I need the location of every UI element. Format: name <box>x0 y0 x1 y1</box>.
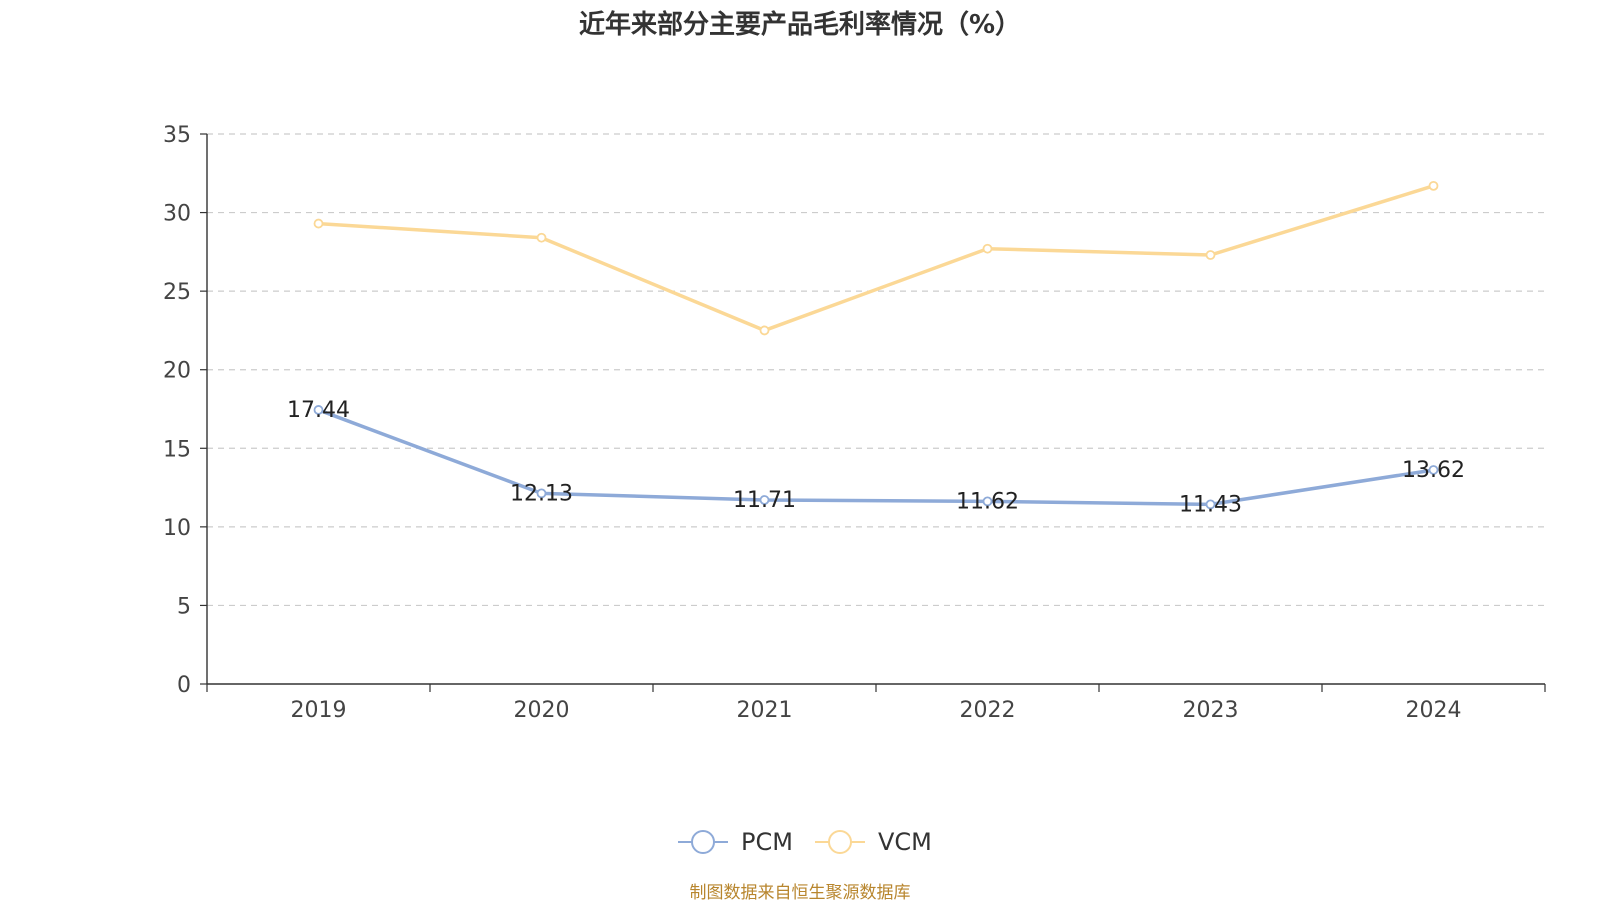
data-point-vcm <box>759 325 770 336</box>
axes: 0 5 10 15 20 25 30 35 2019 2020 2021 2022 2023 2024 <box>163 123 1546 723</box>
series-line-vcm <box>316 184 1436 333</box>
data-point-vcm <box>536 232 547 243</box>
data-point-vcm <box>313 218 324 229</box>
data-point-pcm <box>1428 465 1439 475</box>
legend-label-vcm: VCM <box>878 828 932 856</box>
series-line-pcm <box>316 408 1436 507</box>
legend-item-pcm[interactable]: PCM <box>678 828 793 856</box>
data-labels: 17.44 12.13 11.71 11.62 11.43 13.62 <box>287 398 1465 517</box>
y-tick-label: 30 <box>163 202 191 227</box>
x-tick-label: 2024 <box>1406 698 1462 723</box>
data-label-pcm: 17.44 <box>287 398 350 423</box>
data-point-pcm <box>982 496 993 507</box>
data-label-pcm: 13.62 <box>1402 458 1465 483</box>
data-label-pcm: 11.62 <box>956 489 1019 514</box>
grid-lines <box>207 133 1545 607</box>
legend-marker-vcm <box>828 830 852 854</box>
x-tick-label: 2020 <box>514 698 570 723</box>
legend-label-pcm: PCM <box>741 828 793 856</box>
x-tick-label: 2022 <box>960 698 1016 723</box>
legend[interactable]: PCM VCM <box>678 828 932 856</box>
data-point-vcm <box>1205 250 1216 260</box>
data-point-vcm <box>982 243 993 254</box>
y-tick-label: 20 <box>163 359 191 384</box>
data-label-pcm: 12.13 <box>510 481 573 506</box>
y-tick-label: 15 <box>163 437 191 462</box>
y-tick-label: 5 <box>177 594 191 619</box>
y-tick-label: 10 <box>163 516 191 541</box>
source-note: 制图数据来自恒生聚源数据库 <box>689 883 911 903</box>
x-tick-label: 2019 <box>291 698 347 723</box>
data-label-pcm: 11.43 <box>1179 492 1242 517</box>
y-tick-label: 0 <box>177 673 191 698</box>
legend-item-vcm[interactable]: VCM <box>815 828 932 856</box>
data-point-pcm <box>1205 499 1216 510</box>
chart-title: 近年来部分主要产品毛利率情况（%） <box>578 10 1022 40</box>
y-tick-label: 35 <box>163 123 191 148</box>
data-point-pcm <box>536 488 547 499</box>
data-point-pcm <box>759 495 770 505</box>
x-tick-label: 2023 <box>1183 698 1239 723</box>
legend-marker-pcm <box>691 830 715 854</box>
series-lines <box>313 180 1439 510</box>
x-tick-label: 2021 <box>737 698 793 723</box>
data-point-pcm <box>313 405 324 415</box>
y-tick-label: 25 <box>163 280 191 305</box>
data-point-vcm <box>1428 180 1439 191</box>
data-label-pcm: 11.71 <box>733 488 796 513</box>
